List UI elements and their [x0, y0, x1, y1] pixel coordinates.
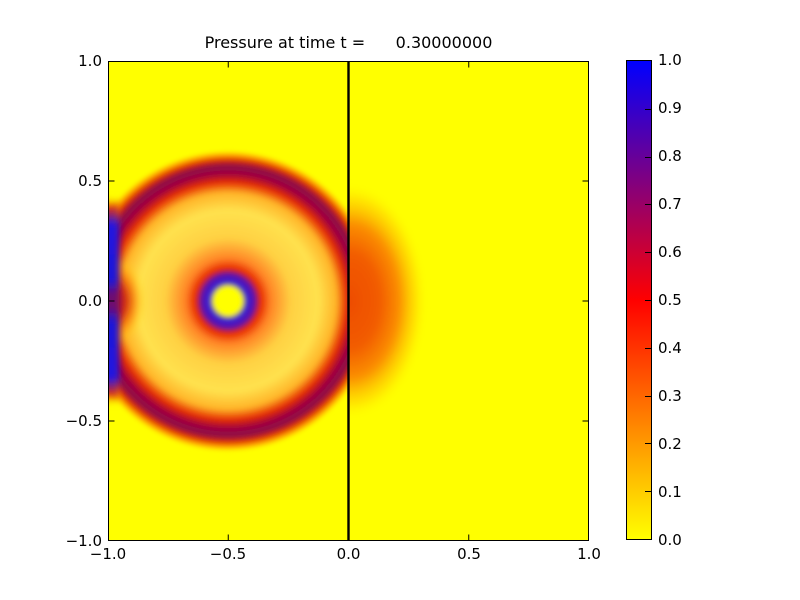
colorbar-label: 0.5: [658, 291, 682, 309]
heatmap-plot: [108, 61, 589, 541]
colorbar-tick: [645, 300, 651, 301]
x-tick-label: 0.0: [336, 545, 361, 563]
colorbar-label: 0.8: [658, 147, 682, 165]
colorbar-tick: [645, 156, 651, 158]
x-tick-label: 0.5: [457, 545, 481, 563]
y-tick-label: −0.5: [65, 412, 102, 430]
colorbar-label: 0.3: [658, 387, 682, 405]
acoustic-wave-rings: [108, 151, 349, 451]
colorbar-tick: [645, 347, 651, 349]
y-tick-label: −1.0: [65, 532, 102, 550]
colorbar-label: 1.0: [658, 51, 682, 69]
colorbar-label: 0.0: [658, 531, 682, 549]
colorbar-tick: [645, 108, 651, 110]
colorbar: [626, 60, 652, 540]
transmitted-wave-lobe: [348, 183, 427, 419]
colorbar-label: 0.9: [658, 99, 682, 117]
colorbar-tick: [645, 204, 651, 206]
x-tick-label: −0.5: [209, 545, 247, 563]
colorbar-tick: [645, 252, 651, 254]
y-tick-label: 1.0: [78, 52, 102, 70]
interface-line: [347, 61, 350, 541]
colorbar-tick: [645, 395, 651, 397]
axes-frame: [108, 61, 589, 541]
y-tick-label: 0.5: [78, 172, 102, 190]
axis-ticks: [108, 61, 589, 541]
x-tick-label: −1.0: [89, 545, 127, 563]
colorbar-tick: [645, 443, 651, 445]
colorbar-tick: [645, 491, 651, 493]
colorbar-label: 0.4: [658, 339, 682, 357]
colorbar-label: 0.6: [658, 243, 682, 261]
x-tick-label: 1.0: [577, 545, 601, 563]
colorbar-label: 0.1: [658, 483, 682, 501]
pressure-heatmap: [108, 61, 589, 541]
colorbar-label: 0.7: [658, 195, 682, 213]
colorbar-label: 0.2: [658, 435, 682, 453]
plot-title: Pressure at time t = 0.30000000: [204, 33, 493, 52]
y-tick-label: 0.0: [78, 292, 102, 310]
